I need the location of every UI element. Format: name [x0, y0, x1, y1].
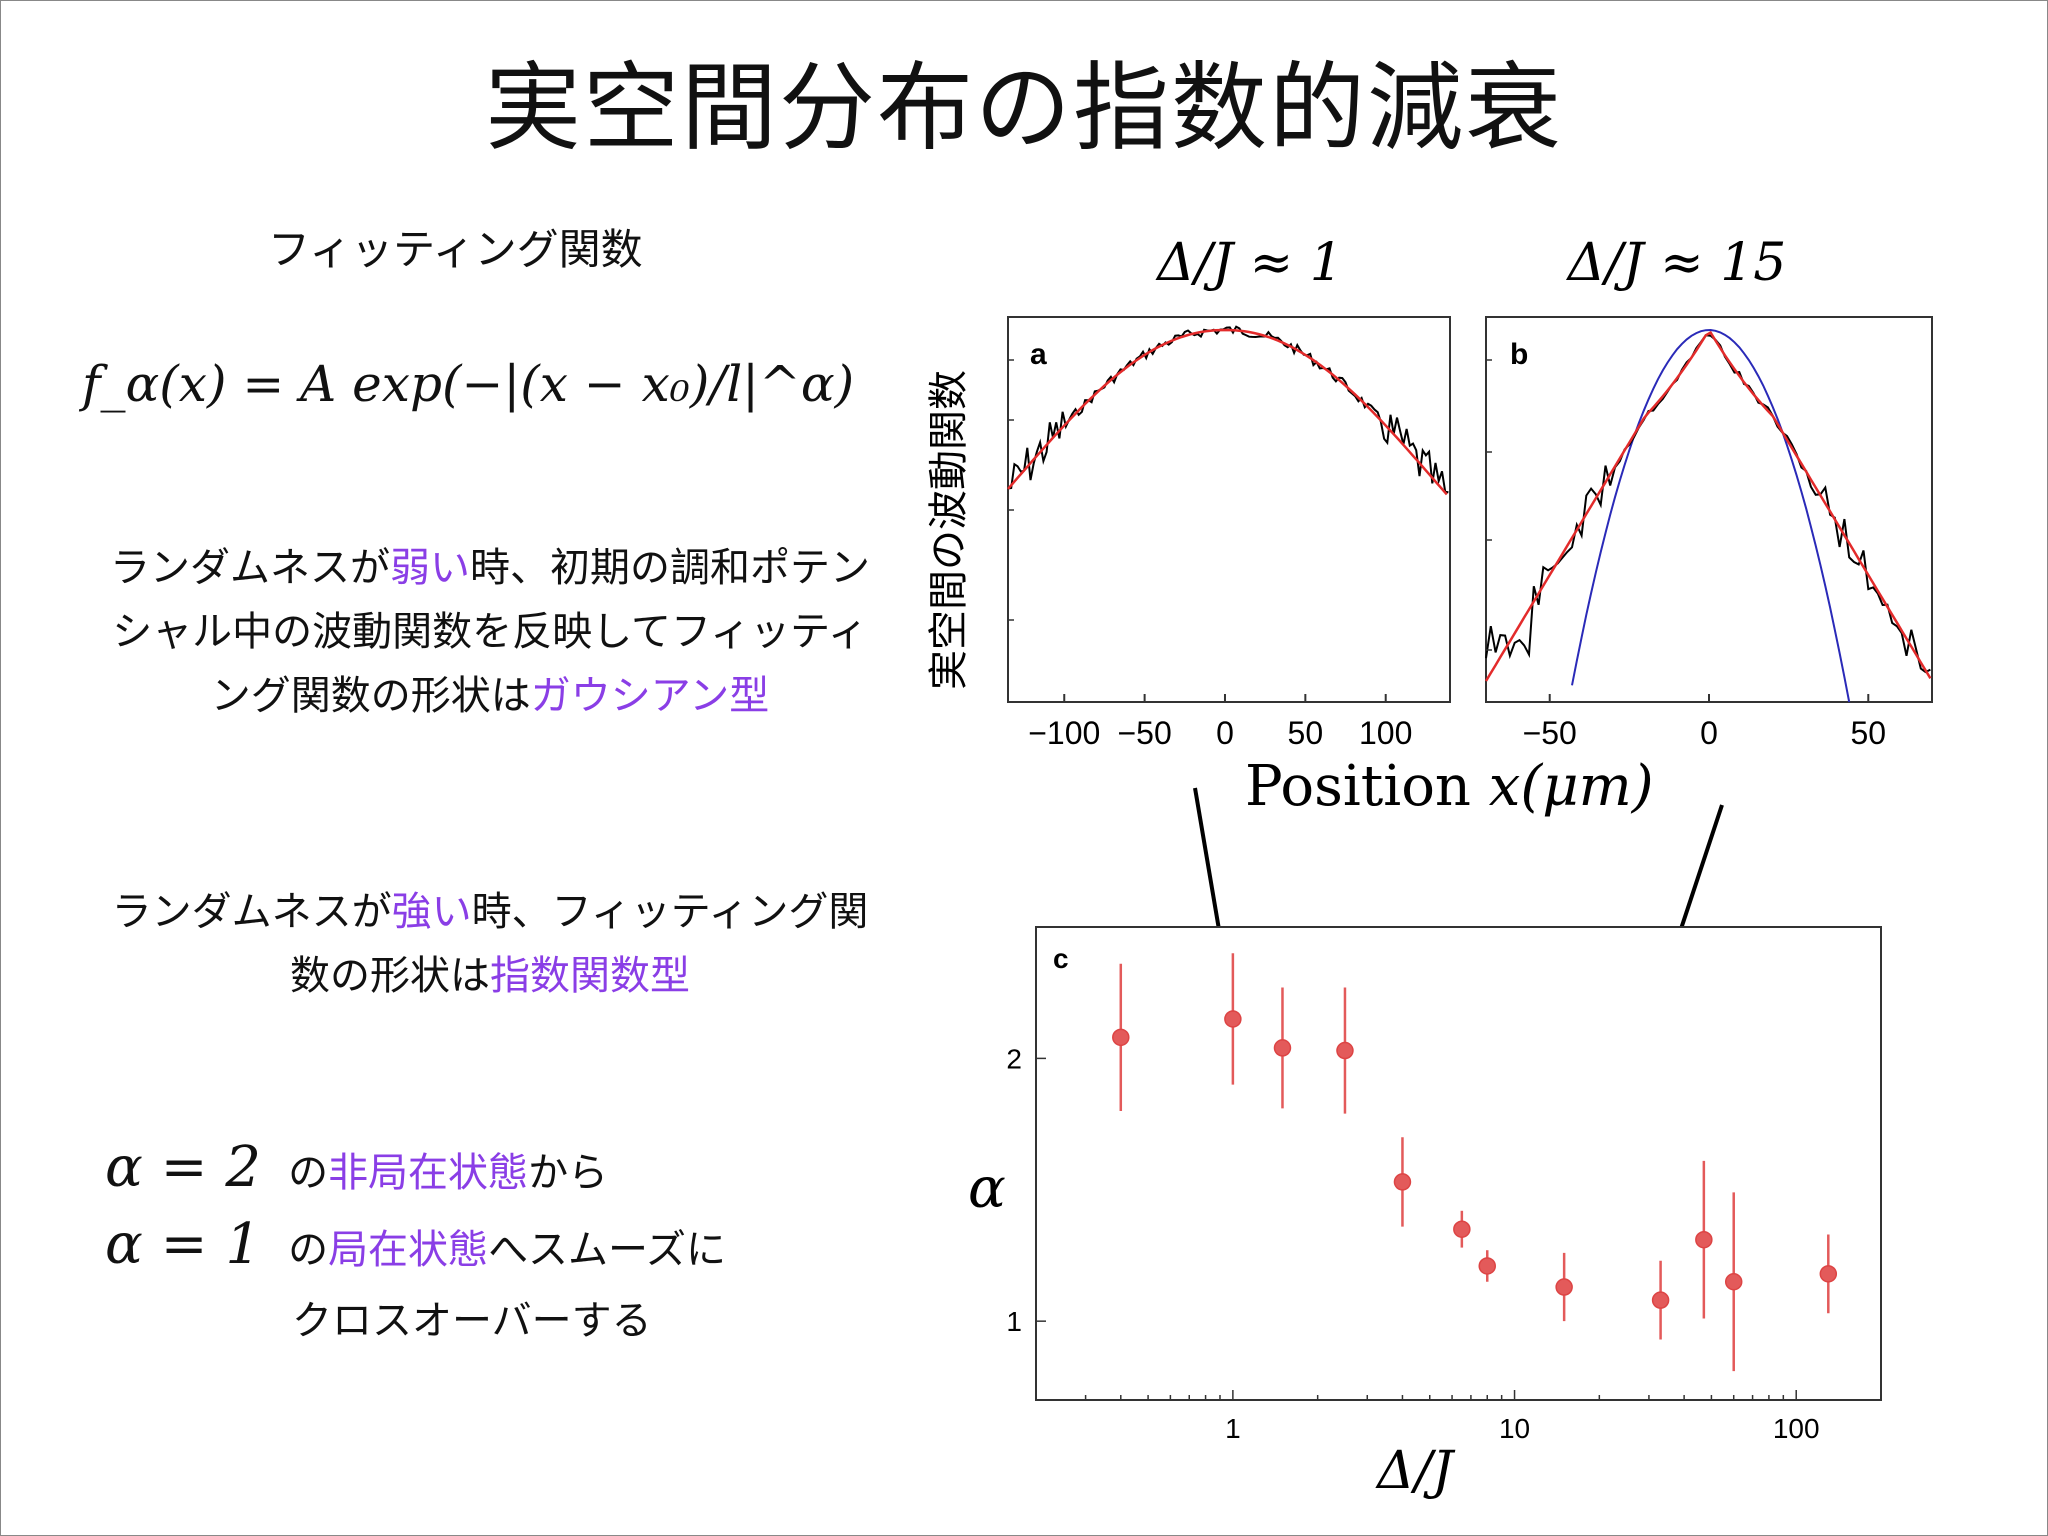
delocalized-highlight: 非局在状態: [328, 1150, 529, 1196]
panel-c-point: [1112, 1028, 1130, 1047]
panel-c-point: [1393, 1173, 1412, 1191]
panel-a-header: Δ/J ≈ 1: [1155, 233, 1343, 293]
panel-a-xtick-label: 50: [1288, 715, 1324, 751]
strong-pre: ランダムネスが: [111, 889, 392, 935]
panel-c-point: [1555, 1278, 1573, 1296]
panel-c-ytick-label: 2: [1006, 1043, 1022, 1074]
panel-a-xtick-label: 0: [1216, 715, 1234, 751]
panel-b-xtick-label: 0: [1700, 715, 1718, 751]
crossover-text: クロスオーバーする: [292, 1298, 652, 1344]
strong-highlight: 強い: [391, 889, 472, 935]
panel-c-xtick-label: 1: [1225, 1413, 1241, 1444]
panel-c-xtick-label: 10: [1499, 1413, 1530, 1444]
panel-c-xlabel: Δ/J: [1375, 1441, 1456, 1501]
weak-mid: 時、初期の調和ポテンシャル中の波動関数を反映してフィッティング関数の形状は: [112, 545, 870, 719]
panel-a-xtick-label: −100: [1028, 715, 1100, 751]
alpha2-line: α = 2 の非局在状態から: [105, 1135, 608, 1200]
panel-c-xtick-label: 100: [1773, 1413, 1820, 1444]
panel-c-point: [1724, 1273, 1743, 1291]
alpha1-math: α = 1: [105, 1212, 261, 1277]
x-axis-label-text: Position: [1245, 754, 1489, 819]
panel-b-data-line: [1485, 334, 1931, 674]
fitting-heading: フィッティング関数: [268, 225, 643, 274]
panel-c-points: [1112, 953, 1838, 1372]
panel-c-point: [1273, 1039, 1292, 1057]
alpha2-pre: の: [288, 1150, 329, 1196]
panel-c-ylabel: α: [968, 1156, 1006, 1221]
panel-b-letter: b: [1510, 338, 1528, 371]
x-axis-label: Position x(μm): [1245, 754, 1654, 819]
panel-b-fit-line: [1484, 330, 1932, 682]
alpha1-pre: の: [288, 1227, 329, 1273]
fitting-formula: f_α(x) = A exp(−|(x − x₀)/l|^α): [82, 355, 855, 413]
gaussian-highlight: ガウシアン型: [530, 673, 770, 719]
panel-b-ticks: −50 0 50: [1486, 359, 1886, 751]
panel-b-gauss-line: [1571, 328, 1851, 703]
panel-c-point: [1478, 1257, 1496, 1275]
weak-highlight: 弱い: [390, 545, 470, 591]
weak-randomness-text: ランダムネスが弱い時、初期の調和ポテンシャル中の波動関数を反映してフィッティング…: [100, 536, 880, 728]
localized-highlight: 局在状態: [328, 1227, 489, 1273]
panel-c-point: [1695, 1230, 1713, 1249]
panel-c-point: [1819, 1265, 1838, 1283]
slide-title: 実空間分布の指数的減衰: [485, 52, 1563, 164]
panel-a-letter: a: [1030, 338, 1047, 371]
panel-c-axes: 1 10 100 1 2: [1006, 1043, 1882, 1444]
weak-pre: ランダムネスが: [110, 545, 390, 591]
panel-a-xtick-label: −50: [1117, 715, 1171, 751]
panel-b-xtick-label: 50: [1850, 715, 1886, 751]
panel-b-header: Δ/J ≈ 15: [1566, 233, 1787, 293]
panel-a: a −100 −50 0 50 100: [1007, 316, 1451, 751]
panel-c-ytick-label: 1: [1006, 1306, 1022, 1337]
strong-mid: 時、フィッティング関数の形状は: [290, 889, 869, 999]
panel-b-xtick-label: −50: [1523, 715, 1577, 751]
panel-c-point: [1453, 1220, 1471, 1238]
panel-a-xtick-label: 100: [1359, 715, 1412, 751]
alpha1-line: α = 1 の局在状態へスムーズに: [105, 1212, 726, 1277]
panel-c-point: [1336, 1041, 1354, 1060]
panel-c-frame: [1035, 926, 1882, 1401]
alpha2-math: α = 2: [105, 1135, 261, 1200]
alpha2-post: から: [528, 1150, 609, 1196]
panel-c-letter: c: [1053, 943, 1069, 974]
panel-b-frame: [1485, 316, 1933, 703]
panel-a-data-line: [1007, 325, 1449, 494]
panel-c-point: [1224, 1010, 1242, 1028]
panel-c-point: [1651, 1291, 1670, 1309]
alpha1-post: へスムーズに: [488, 1227, 727, 1273]
x-axis-label-math: x(μm): [1489, 754, 1654, 819]
panel-a-ticks: −100 −50 0 50 100: [1008, 359, 1412, 751]
panel-c: c 1 10 100 1 2 α Δ/J: [968, 926, 1882, 1501]
strong-randomness-text: ランダムネスが強い時、フィッティング関数の形状は指数関数型: [100, 880, 880, 1008]
y-axis-label: 実空間の波動関数: [927, 370, 971, 690]
panel-a-fit-line: [1007, 328, 1448, 496]
panel-b: b −50 0 50: [1484, 316, 1933, 751]
panel-a-frame: [1007, 316, 1451, 703]
exponential-highlight: 指数関数型: [490, 953, 690, 999]
